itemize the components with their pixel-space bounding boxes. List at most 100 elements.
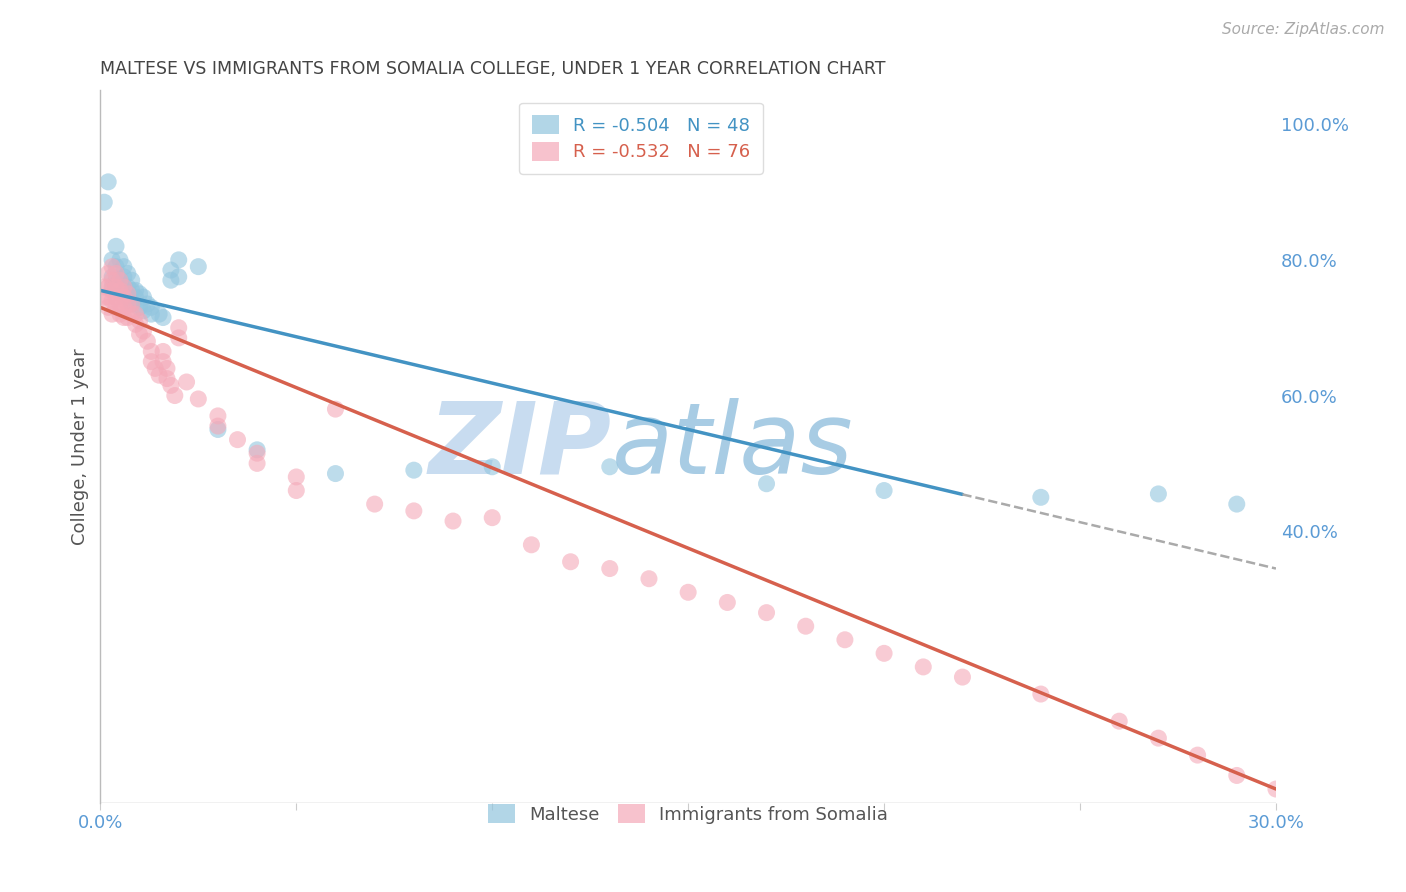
Point bbox=[117, 267, 139, 281]
Point bbox=[167, 320, 190, 334]
Point bbox=[152, 310, 174, 325]
Point bbox=[152, 354, 174, 368]
Point bbox=[108, 284, 131, 298]
Point bbox=[794, 619, 817, 633]
Point bbox=[1226, 497, 1249, 511]
Point bbox=[101, 293, 124, 308]
Point bbox=[108, 273, 131, 287]
Point bbox=[97, 175, 120, 189]
Point bbox=[176, 375, 198, 389]
Point bbox=[101, 284, 124, 298]
Point bbox=[1108, 714, 1130, 729]
Text: Source: ZipAtlas.com: Source: ZipAtlas.com bbox=[1222, 22, 1385, 37]
Text: atlas: atlas bbox=[612, 398, 853, 495]
Point bbox=[560, 555, 582, 569]
Point bbox=[97, 267, 120, 281]
Point bbox=[117, 310, 139, 325]
Point bbox=[112, 310, 135, 325]
Point bbox=[638, 572, 661, 586]
Point bbox=[105, 273, 128, 287]
Point bbox=[325, 467, 347, 481]
Point bbox=[481, 459, 503, 474]
Point bbox=[101, 280, 124, 294]
Point bbox=[167, 269, 190, 284]
Point bbox=[105, 239, 128, 253]
Point bbox=[1187, 748, 1209, 763]
Point bbox=[101, 260, 124, 274]
Text: MALTESE VS IMMIGRANTS FROM SOMALIA COLLEGE, UNDER 1 YEAR CORRELATION CHART: MALTESE VS IMMIGRANTS FROM SOMALIA COLLE… bbox=[100, 60, 886, 78]
Text: ZIP: ZIP bbox=[429, 398, 612, 495]
Point bbox=[441, 514, 464, 528]
Point bbox=[246, 456, 269, 470]
Point bbox=[1029, 687, 1052, 701]
Point bbox=[1147, 731, 1170, 746]
Point bbox=[160, 263, 183, 277]
Point bbox=[93, 290, 115, 304]
Point bbox=[124, 284, 146, 298]
Point bbox=[108, 297, 131, 311]
Point bbox=[676, 585, 699, 599]
Point bbox=[124, 290, 146, 304]
Point bbox=[143, 361, 166, 376]
Point bbox=[873, 646, 896, 660]
Point bbox=[128, 327, 150, 342]
Point bbox=[1226, 768, 1249, 782]
Point bbox=[755, 606, 778, 620]
Point bbox=[121, 284, 143, 298]
Point bbox=[121, 297, 143, 311]
Point bbox=[117, 286, 139, 301]
Point bbox=[520, 538, 543, 552]
Point bbox=[148, 307, 170, 321]
Point bbox=[834, 632, 856, 647]
Point bbox=[108, 252, 131, 267]
Point bbox=[105, 260, 128, 274]
Point bbox=[132, 324, 155, 338]
Point bbox=[105, 301, 128, 315]
Point bbox=[124, 307, 146, 321]
Point bbox=[97, 280, 120, 294]
Point bbox=[105, 290, 128, 304]
Point bbox=[363, 497, 385, 511]
Point bbox=[187, 392, 209, 406]
Point bbox=[108, 273, 131, 287]
Point bbox=[167, 331, 190, 345]
Point bbox=[101, 273, 124, 287]
Point bbox=[105, 280, 128, 294]
Point bbox=[156, 361, 179, 376]
Point bbox=[716, 595, 738, 609]
Point bbox=[108, 284, 131, 298]
Point bbox=[117, 290, 139, 304]
Point bbox=[93, 195, 115, 210]
Point bbox=[112, 301, 135, 315]
Point bbox=[160, 378, 183, 392]
Point bbox=[117, 280, 139, 294]
Point bbox=[755, 476, 778, 491]
Point bbox=[112, 290, 135, 304]
Point bbox=[873, 483, 896, 498]
Point bbox=[141, 344, 163, 359]
Point bbox=[141, 307, 163, 321]
Point bbox=[402, 504, 425, 518]
Point bbox=[1029, 491, 1052, 505]
Point bbox=[101, 307, 124, 321]
Point bbox=[325, 402, 347, 417]
Point bbox=[163, 388, 186, 402]
Point bbox=[1147, 487, 1170, 501]
Point bbox=[132, 290, 155, 304]
Point bbox=[481, 510, 503, 524]
Point bbox=[124, 318, 146, 332]
Point bbox=[246, 442, 269, 457]
Point bbox=[132, 303, 155, 318]
Point bbox=[912, 660, 935, 674]
Point bbox=[148, 368, 170, 383]
Point bbox=[136, 297, 159, 311]
Point bbox=[101, 269, 124, 284]
Point bbox=[207, 422, 229, 436]
Point bbox=[112, 280, 135, 294]
Point bbox=[285, 470, 308, 484]
Point bbox=[167, 252, 190, 267]
Point bbox=[128, 314, 150, 328]
Point bbox=[112, 260, 135, 274]
Point bbox=[402, 463, 425, 477]
Point bbox=[599, 459, 621, 474]
